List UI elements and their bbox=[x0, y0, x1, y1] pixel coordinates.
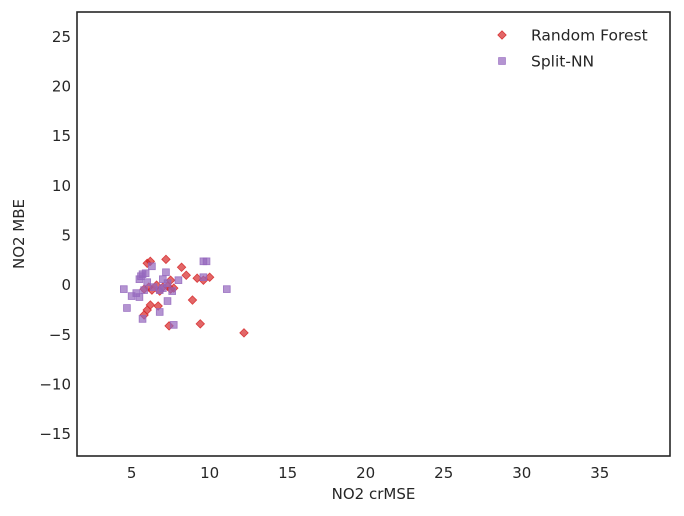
legend: Random Forest Split-NN bbox=[497, 27, 648, 71]
data-point bbox=[223, 285, 231, 293]
x-tick-label: 5 bbox=[127, 464, 137, 482]
y-tick-label: −15 bbox=[39, 425, 71, 443]
data-point bbox=[135, 293, 144, 301]
plot-marks bbox=[120, 254, 249, 338]
data-point bbox=[202, 257, 211, 266]
data-point bbox=[148, 262, 156, 271]
y-tick-label: 15 bbox=[52, 127, 71, 145]
legend-marker bbox=[498, 57, 506, 65]
data-point bbox=[162, 268, 170, 277]
x-tick-label: 35 bbox=[590, 464, 609, 482]
series-split-nn bbox=[120, 257, 231, 329]
data-point bbox=[174, 276, 183, 284]
data-point bbox=[199, 273, 208, 282]
data-point bbox=[141, 269, 150, 278]
y-tick-label: 0 bbox=[61, 276, 71, 294]
legend-marker bbox=[497, 30, 507, 40]
x-tick-label: 30 bbox=[512, 464, 531, 482]
data-point bbox=[195, 319, 206, 329]
data-point bbox=[169, 321, 178, 329]
y-axis-label: NO2 MBE bbox=[10, 199, 28, 269]
data-point bbox=[138, 315, 147, 323]
data-point bbox=[176, 262, 187, 273]
data-point bbox=[181, 270, 192, 280]
data-point bbox=[239, 328, 249, 338]
data-point bbox=[159, 284, 167, 292]
data-point bbox=[135, 275, 144, 283]
y-tick-label: 10 bbox=[52, 177, 71, 195]
data-point bbox=[120, 285, 128, 293]
data-point bbox=[155, 308, 164, 316]
y-tick-label: −10 bbox=[39, 375, 71, 393]
y-tick-label: 5 bbox=[61, 226, 71, 244]
plot-frame bbox=[76, 11, 671, 457]
x-tick-label: 20 bbox=[356, 464, 375, 482]
y-tick-label: 25 bbox=[52, 28, 71, 46]
data-point bbox=[187, 295, 198, 305]
series-random-forest bbox=[139, 254, 249, 338]
y-tick-label: −5 bbox=[49, 326, 71, 344]
x-tick-labels: 5 10 15 20 25 30 35 bbox=[127, 464, 609, 482]
x-tick-label: 10 bbox=[200, 464, 219, 482]
x-tick-label: 25 bbox=[434, 464, 453, 482]
y-tick-label: 20 bbox=[52, 77, 71, 95]
data-point bbox=[163, 279, 172, 287]
y-tick-labels: −15 −10 −5 0 5 10 15 20 25 bbox=[39, 28, 71, 443]
data-point bbox=[161, 254, 171, 265]
data-point bbox=[140, 286, 148, 294]
x-axis-label: NO2 crMSE bbox=[332, 485, 416, 503]
data-point bbox=[123, 304, 131, 312]
legend-label: Random Forest bbox=[531, 27, 648, 45]
legend-label: Split-NN bbox=[531, 53, 594, 71]
data-point bbox=[143, 278, 152, 286]
x-tick-label: 15 bbox=[278, 464, 297, 482]
data-point bbox=[168, 287, 176, 295]
data-point bbox=[163, 297, 172, 305]
data-point bbox=[149, 283, 158, 291]
